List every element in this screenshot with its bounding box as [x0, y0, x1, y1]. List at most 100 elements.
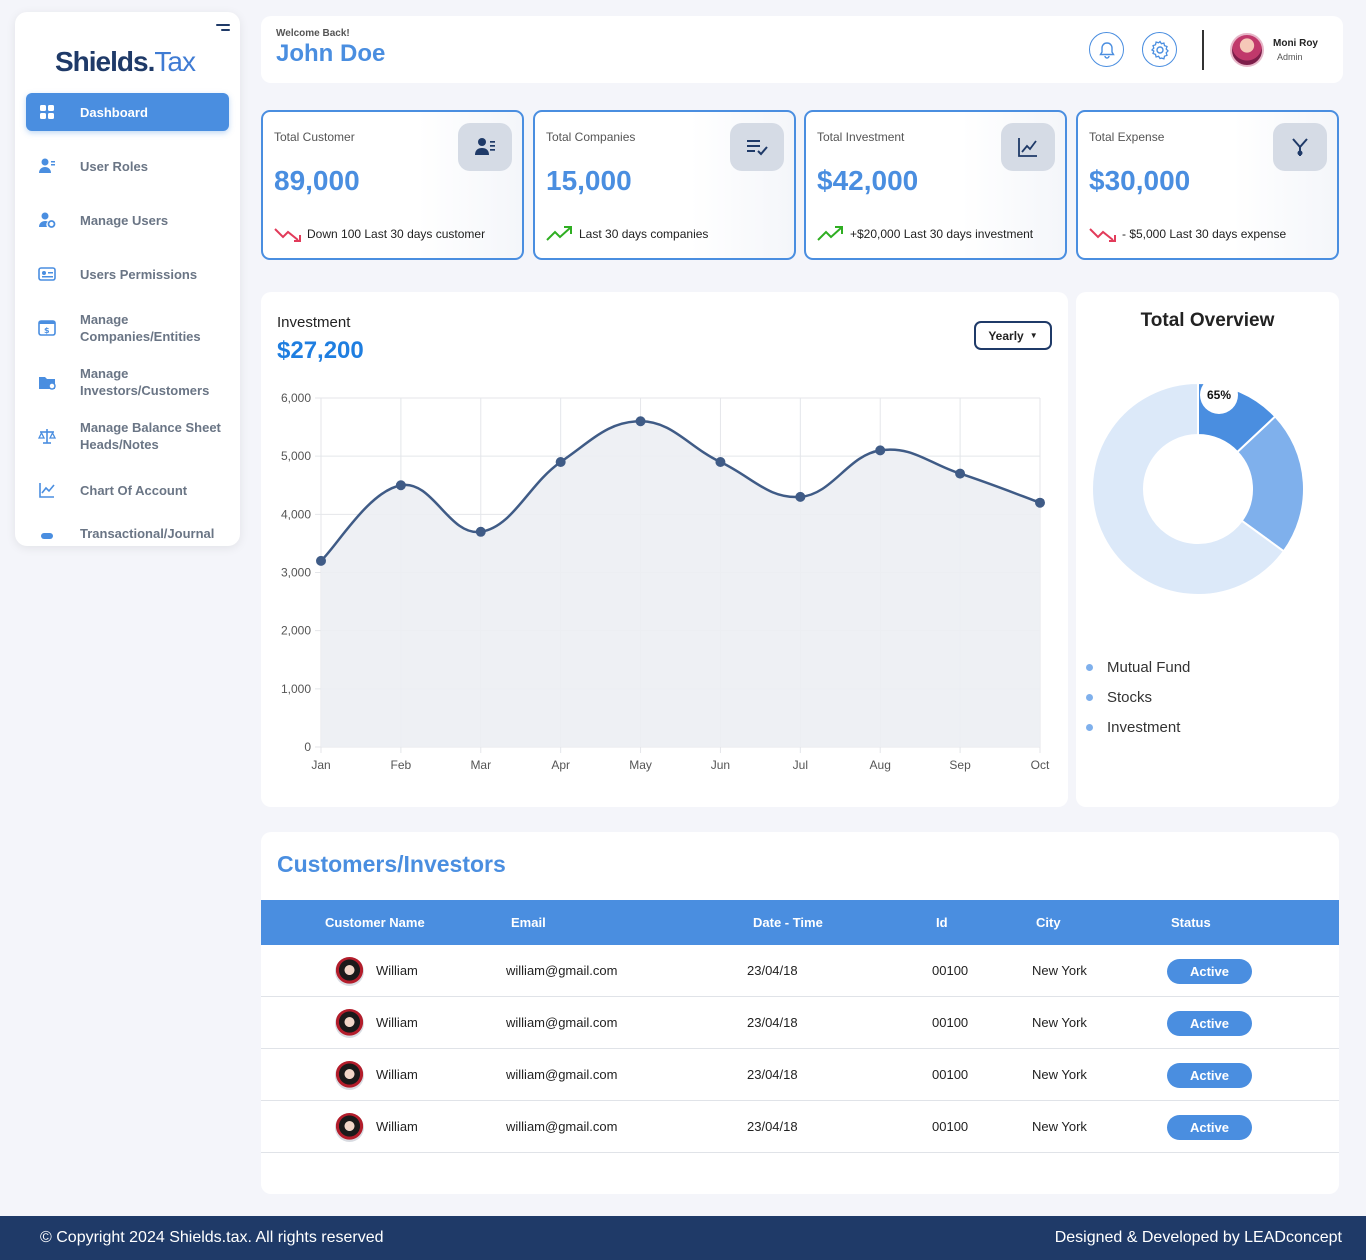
legend-dot	[1086, 693, 1093, 701]
cell-email: william@gmail.com	[506, 1067, 618, 1082]
balance-scale-icon	[38, 427, 56, 445]
chart-line-icon	[38, 481, 56, 499]
legend-label: Investment	[1107, 718, 1181, 736]
cell-name: William	[376, 963, 418, 978]
legend-dot	[1086, 723, 1093, 731]
sidebar-item-manage-companies[interactable]: $ Manage Companies/Entities	[26, 301, 229, 355]
status-badge[interactable]: Active	[1167, 959, 1252, 984]
sidebar-item-label: Manage Investors/Customers	[80, 366, 210, 398]
customer-avatar	[335, 1009, 364, 1038]
table-row[interactable]: William william@gmail.com 23/04/18 00100 New…	[261, 997, 1339, 1049]
column-header[interactable]: Customer Name	[325, 915, 425, 930]
data-point[interactable]	[475, 526, 486, 537]
sidebar-item-label: User Roles	[80, 158, 148, 174]
column-header[interactable]: City	[1036, 915, 1061, 930]
stat-card-total-customer: Total Customer 89,000 Down 100 Last 30 d…	[261, 110, 524, 260]
cell-name: William	[376, 1067, 418, 1082]
data-point[interactable]	[635, 416, 646, 427]
donut-slice[interactable]	[1235, 415, 1305, 553]
y-tick-label: 3,000	[281, 566, 311, 580]
data-point[interactable]	[875, 445, 886, 456]
stat-value: 15,000	[546, 165, 632, 196]
period-dropdown-label: Yearly	[988, 328, 1024, 343]
x-tick-label: Oct	[1031, 758, 1050, 772]
cell-email: william@gmail.com	[506, 963, 618, 978]
sidebar-item-label: Manage Users	[80, 212, 169, 228]
column-header[interactable]: Email	[511, 915, 546, 930]
header-divider	[1202, 30, 1204, 70]
sidebar-item-transactional-journal[interactable]: Transactional/Journal	[26, 517, 229, 546]
donut-slice[interactable]	[1091, 381, 1286, 596]
x-tick-label: Mar	[470, 758, 491, 772]
x-tick-label: Sep	[949, 758, 971, 772]
data-point[interactable]	[395, 480, 406, 491]
customers-table-card: Customers/Investors Customer Name Email …	[261, 832, 1339, 1194]
column-header[interactable]: Id	[936, 915, 948, 930]
sidebar-item-label: Users Permissions	[80, 266, 198, 282]
sidebar-item-users-permissions[interactable]: Users Permissions	[26, 247, 229, 301]
customer-card-icon	[458, 123, 512, 171]
user-name: John Doe	[276, 40, 386, 67]
data-point[interactable]	[955, 468, 966, 479]
stat-trend: +$20,000 Last 30 days investment	[817, 226, 1033, 242]
data-point[interactable]	[715, 456, 726, 467]
x-tick-label: Jul	[793, 758, 808, 772]
sidebar-item-manage-users[interactable]: Manage Users	[26, 193, 229, 247]
customer-avatar	[335, 957, 364, 986]
cell-id: 00100	[932, 963, 969, 978]
x-tick-label: Apr	[551, 758, 570, 772]
customer-avatar	[335, 1061, 364, 1090]
profile-avatar[interactable]	[1230, 33, 1264, 67]
svg-text:$: $	[44, 326, 50, 335]
cell-name: William	[376, 1119, 418, 1134]
table-row[interactable]: William william@gmail.com 23/04/18 00100 New…	[261, 1049, 1339, 1101]
legend-dot	[1086, 663, 1093, 671]
cell-id: 00100	[932, 1067, 969, 1082]
copyright-text: © Copyright 2024 Shields.tax. All rights…	[40, 1229, 384, 1246]
table-row[interactable]: William william@gmail.com 23/04/18 00100 New…	[261, 1101, 1339, 1153]
notification-bell-icon[interactable]	[1089, 32, 1124, 67]
settings-gear-icon[interactable]	[1142, 32, 1177, 67]
cell-city: New York	[1032, 1067, 1087, 1082]
sidebar-item-label: Dashboard	[80, 104, 148, 120]
sidebar-item-balance-sheet[interactable]: Manage Balance Sheet Heads/Notes	[26, 409, 229, 463]
sidebar-item-dashboard[interactable]: Dashboard	[26, 93, 229, 131]
stat-card-total-companies: Total Companies 15,000 Last 30 days comp…	[533, 110, 796, 260]
status-badge[interactable]: Active	[1167, 1011, 1252, 1036]
data-point[interactable]	[795, 491, 806, 502]
status-badge[interactable]: Active	[1167, 1063, 1252, 1088]
companies-icon: $	[38, 319, 56, 337]
column-header[interactable]: Date - Time	[753, 915, 823, 930]
data-point[interactable]	[316, 555, 326, 566]
cell-email: william@gmail.com	[506, 1015, 618, 1030]
total-overview-card: Total Overview 65% Mutual Fund Stocks In…	[1076, 292, 1339, 807]
overview-legend: Mutual Fund Stocks Investment	[1086, 652, 1190, 742]
legend-label: Stocks	[1107, 688, 1153, 706]
sidebar-item-user-roles[interactable]: User Roles	[26, 139, 229, 193]
sidebar-item-chart-of-account[interactable]: Chart Of Account	[26, 463, 229, 517]
profile-name: Moni Roy	[1273, 38, 1318, 49]
status-badge[interactable]: Active	[1167, 1115, 1252, 1140]
sidebar-collapse-icon[interactable]	[216, 24, 230, 34]
sidebar-item-label: Transactional/Journal	[80, 526, 215, 541]
sidebar-item-manage-investors[interactable]: Manage Investors/Customers	[26, 355, 229, 409]
y-tick-label: 6,000	[281, 391, 311, 405]
legend-item: Mutual Fund	[1086, 652, 1190, 682]
period-dropdown[interactable]: Yearly ▼	[974, 321, 1052, 350]
cell-name: William	[376, 1015, 418, 1030]
y-tick-label: 1,000	[281, 682, 311, 696]
sidebar: Shields.Tax Dashboard User Roles Manage …	[15, 12, 240, 546]
data-point[interactable]	[1035, 497, 1045, 508]
page-footer: © Copyright 2024 Shields.tax. All rights…	[0, 1216, 1366, 1260]
table-row[interactable]: William william@gmail.com 23/04/18 00100 New…	[261, 945, 1339, 997]
credit-text: Designed & Developed by LEADconcept	[1054, 1229, 1342, 1246]
data-point[interactable]	[555, 456, 566, 467]
cell-date: 23/04/18	[747, 1119, 798, 1134]
x-tick-label: Feb	[391, 758, 412, 772]
column-header[interactable]: Status	[1171, 915, 1211, 930]
overview-donut-chart: 65%	[1091, 376, 1305, 596]
investors-icon	[38, 373, 56, 391]
brand-logo[interactable]: Shields.Tax	[55, 46, 196, 77]
user-roles-icon	[38, 157, 56, 175]
stat-trend: - $5,000 Last 30 days expense	[1089, 226, 1286, 242]
